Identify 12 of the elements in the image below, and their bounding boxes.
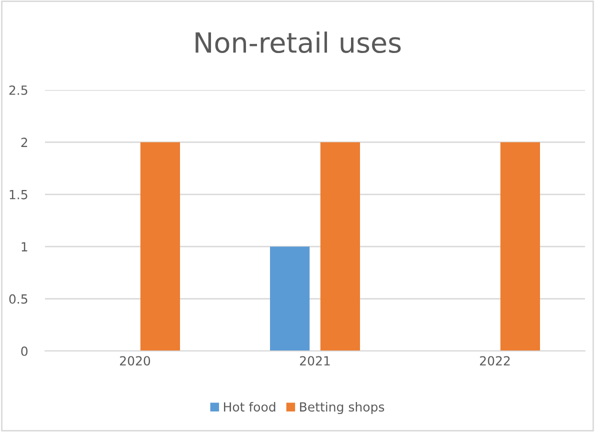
- y-tick-label: 0: [21, 346, 28, 356]
- y-tick-label: 0.5: [9, 294, 28, 304]
- x-tick-label: 2021: [300, 356, 330, 366]
- legend-label: Hot food: [224, 402, 276, 412]
- y-tick-label: 2.5: [9, 85, 28, 95]
- legend-label: Betting shops: [300, 402, 384, 414]
- x-tick-label: 2020: [120, 356, 150, 366]
- x-tick-label: 2022: [480, 356, 510, 366]
- y-tick-label: 1: [22, 242, 28, 252]
- chart-title: Non-retail uses: [196, 32, 401, 54]
- y-tick-label: 2: [21, 138, 28, 147]
- y-tick-label: 1.5: [10, 190, 28, 200]
